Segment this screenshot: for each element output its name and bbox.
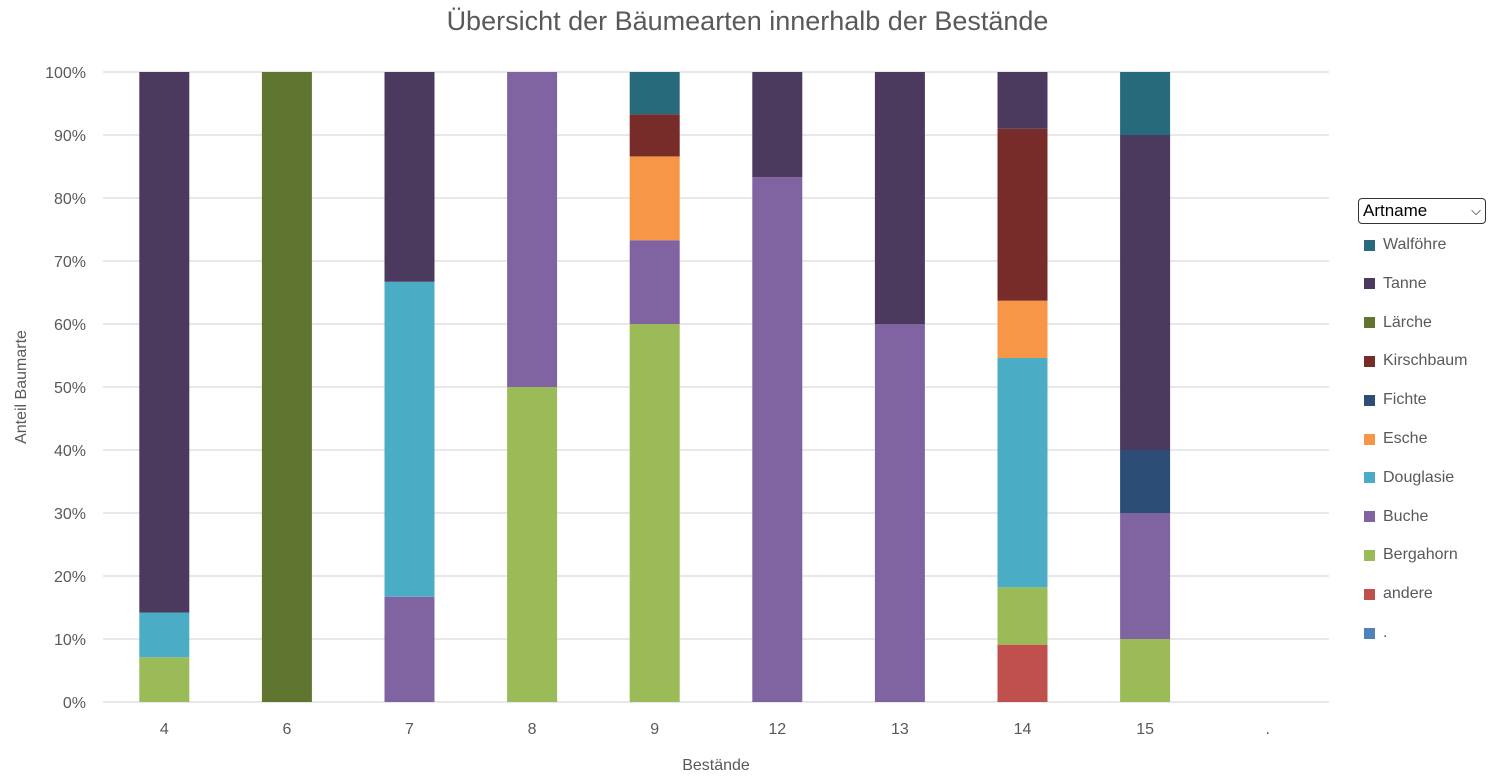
bar-segment[interactable] [1120,72,1171,135]
bar-segment[interactable] [261,72,312,702]
bar-segment[interactable] [629,324,680,702]
y-tick-label: 30% [54,506,86,523]
bar-segment[interactable] [997,644,1048,702]
bar-segment[interactable] [384,72,435,282]
y-tick-label: 20% [54,569,86,586]
legend-label: Tanne [1383,274,1427,292]
legend-swatch [1364,239,1375,251]
x-tick-label: 14 [1014,721,1032,738]
y-axis-title: Anteil Baumarte [13,330,30,444]
bar-segment[interactable] [1120,513,1171,639]
bar-segment[interactable] [997,358,1048,588]
legend-label: Walföhre [1383,236,1447,253]
bar-segment[interactable] [997,72,1048,129]
bar-segment[interactable] [139,612,190,658]
bar-segment[interactable] [507,72,558,387]
bar-segment[interactable] [507,387,558,702]
y-tick-label: 40% [54,443,86,460]
x-tick-label: 12 [768,721,786,738]
bar-segment[interactable] [997,300,1048,359]
legend: Artname ⌵ Walföhre Tanne Lärche Kirschbaum F… [1358,198,1490,641]
legend-item[interactable]: Douglasie [1364,469,1454,487]
y-tick-label: 100% [45,65,86,82]
y-tick-label: 50% [54,380,86,397]
x-axis-title: Bestände [682,757,750,774]
legend-swatch [1364,627,1375,639]
y-tick-label: 0% [63,695,86,712]
x-tick-label: 15 [1136,721,1154,738]
legend-title: Artname [1363,201,1428,220]
x-tick-label: 6 [282,721,291,738]
legend-swatch [1364,433,1375,445]
legend-item[interactable]: andere [1364,585,1433,603]
legend-label: Bergahorn [1383,546,1458,564]
bar-segment[interactable] [1120,639,1171,702]
legend-swatch [1364,317,1375,329]
bar-segment[interactable] [384,596,435,702]
legend-item[interactable]: Esche [1364,430,1427,448]
x-tick-label: 13 [891,721,909,738]
legend-item[interactable]: . [1364,624,1387,642]
bar-segment[interactable] [139,657,190,702]
bar-segment[interactable] [629,240,680,324]
legend-item[interactable]: Lärche [1364,314,1432,332]
legend-filter-dropdown[interactable]: Artname ⌵ [1358,198,1486,224]
bar-segment[interactable] [629,114,680,157]
x-tick-label: 9 [650,721,659,738]
legend-item[interactable]: Fichte [1364,391,1427,409]
bar-segment[interactable] [874,72,925,324]
legend-label: Douglasie [1383,468,1455,486]
bar-segment[interactable] [384,281,435,597]
y-tick-label: 90% [54,128,86,145]
legend-label: Buche [1383,507,1429,525]
bar-segment[interactable] [1120,450,1171,513]
legend-item[interactable]: Bergahorn [1364,546,1458,564]
x-tick-label: 4 [160,721,169,738]
chart-title: Übersicht der Bäumearten innerhalb der B… [446,6,1049,36]
legend-swatch [1364,355,1375,367]
legend-swatch [1364,278,1375,290]
y-tick-label: 80% [54,191,86,208]
legend-item[interactable]: Tanne [1364,275,1427,293]
x-tick-label: . [1265,721,1269,738]
bar-segment[interactable] [752,72,803,178]
y-tick-label: 60% [54,317,86,334]
legend-swatch [1364,588,1375,600]
bar-segment[interactable] [874,324,925,702]
legend-label: Esche [1383,430,1428,447]
legend-label: Fichte [1383,391,1427,409]
legend-label: . [1383,624,1388,641]
bar-segment[interactable] [629,72,680,115]
bar-segment[interactable] [1120,135,1171,450]
legend-swatch [1364,472,1375,484]
bar-segment[interactable] [139,72,190,613]
bar-segment[interactable] [629,156,680,241]
x-tick-label: 7 [405,721,414,738]
legend-label: Kirschbaum [1383,352,1468,370]
y-tick-label: 70% [54,254,86,271]
legend-label: andere [1383,585,1433,603]
bar-segment[interactable] [752,177,803,702]
x-tick-label: 8 [528,721,537,738]
legend-swatch [1364,549,1375,561]
legend-swatch [1364,394,1375,406]
legend-item[interactable]: Walföhre [1364,236,1446,254]
y-tick-label: 10% [54,632,86,649]
legend-swatch [1364,511,1375,523]
bar-segment[interactable] [997,587,1048,645]
chevron-down-icon: ⌵ [1471,203,1481,218]
legend-item[interactable]: Kirschbaum [1364,352,1467,370]
legend-item[interactable]: Buche [1364,508,1428,526]
bar-segment[interactable] [997,128,1048,301]
legend-label: Lärche [1383,313,1432,331]
